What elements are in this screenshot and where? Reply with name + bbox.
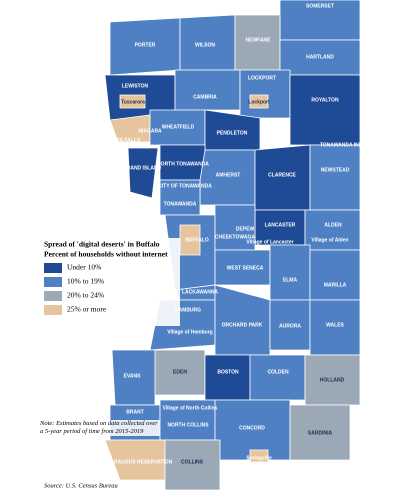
place-label: Tuscarora (121, 99, 145, 105)
place-label: Springville (246, 455, 272, 461)
place-label: COLLINS (181, 459, 204, 465)
place-label: GRAND ISLAND (123, 165, 162, 171)
place-label: LANCASTER (265, 222, 296, 228)
place-label: HARTLAND (306, 54, 334, 60)
place-label: DEPEW (236, 226, 255, 232)
region (309, 144, 361, 211)
place-label: WHEATFIELD (162, 124, 195, 130)
region (214, 284, 271, 356)
legend-bg (40, 238, 180, 326)
place-label: Village of Lancaster (246, 239, 293, 245)
place-label: AURORA (279, 323, 301, 329)
place-label: Lockport (248, 99, 270, 105)
note-box: Note: Estimates based on data collected … (40, 420, 160, 436)
legend-label: 25% or more (67, 305, 107, 314)
place-label: TONAWANDA (164, 201, 197, 207)
place-label: CAMBRIA (193, 94, 217, 100)
map-title: Spread of 'digital deserts' in Buffalo (44, 240, 160, 249)
region (164, 439, 221, 491)
source: Source: U.S. Census Bureau (44, 482, 118, 489)
map-subtitle: Percent of households without internet (44, 250, 168, 259)
place-label: EDEN (173, 369, 187, 375)
place-label: CATTARAUGUS RESERVATION (98, 459, 173, 465)
region (249, 354, 306, 401)
place-label: ROYALTON (311, 97, 339, 103)
note: Note: Estimates based on data collected … (40, 420, 160, 436)
place-label: AMHERST (216, 172, 241, 178)
legend-label: 20% to 24% (67, 291, 104, 300)
place-label: CONCORD (239, 425, 265, 431)
place-label: WALES (326, 322, 344, 328)
region (289, 74, 361, 146)
place-label: CHEEKTOWAGA (215, 234, 255, 240)
place-label: NEWSTEAD (321, 167, 350, 173)
place-label: COLDEN (267, 369, 289, 375)
place-label: NORTH TONAWANDA (157, 161, 209, 167)
place-label: ELMA (283, 277, 298, 283)
place-label: CLARENCE (268, 172, 296, 178)
place-label: Village of Hamburg (167, 329, 212, 335)
place-label: Village of Alden (311, 237, 348, 243)
place-label: BOSTON (217, 369, 239, 375)
place-label: LOCKPORT (248, 75, 276, 81)
legend-label: Under 10% (67, 263, 101, 272)
place-label: WILSON (195, 42, 215, 48)
legend-swatch (44, 291, 62, 301)
place-label: NORTH COLLINS (167, 422, 209, 428)
region (119, 94, 146, 109)
place-label: MARILLA (324, 282, 347, 288)
region (309, 249, 361, 301)
place-label: SOMERSET (306, 3, 334, 9)
region (269, 244, 311, 301)
place-label: BUFFALO (185, 237, 209, 243)
region (249, 449, 269, 463)
place-label: TONAWANDA INDIAN RES. (320, 142, 385, 148)
legend-swatch (44, 277, 62, 287)
region (127, 147, 159, 199)
place-label: LACKAWANNA (182, 289, 218, 295)
region (204, 354, 251, 401)
place-label: LEWISTON (122, 83, 149, 89)
region (289, 404, 351, 461)
legend-swatch (44, 263, 62, 273)
place-label: CITY OF TONAWANDA (158, 183, 212, 189)
region (174, 69, 241, 111)
legend-label: 10% to 19% (67, 277, 104, 286)
place-label: PENDLETON (217, 130, 248, 136)
place-label: BRANT (126, 409, 144, 415)
region (304, 354, 361, 406)
place-label: HOLLAND (320, 377, 345, 383)
place-label: ALDEN (324, 222, 342, 228)
place-label: NEWFANE (246, 37, 272, 43)
legend-swatch (44, 305, 62, 315)
place-label: NIAGARA (138, 128, 162, 134)
place-label: SARDINIA (308, 430, 333, 436)
place-label: HAMBURG (175, 307, 201, 313)
place-label: Village of North Collins (163, 405, 218, 411)
region (304, 209, 361, 251)
region (249, 94, 269, 109)
place-label: PORTER (135, 42, 156, 48)
place-label: ORCHARD PARK (222, 322, 263, 328)
place-label: EVANS (124, 373, 142, 379)
place-label: WEST SENECA (227, 265, 264, 271)
place-label: NIAGARA FALLS (100, 137, 141, 143)
